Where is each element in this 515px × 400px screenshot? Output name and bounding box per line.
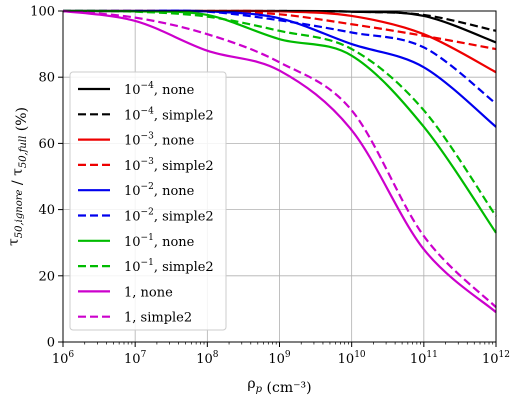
x-tick-label-base: 10 (338, 352, 355, 367)
legend-label-rest: , simple2 (132, 311, 192, 326)
x-axis-label: ρp (cm⁻³) (247, 376, 311, 396)
legend-entry-label: 10−4, none (124, 81, 195, 98)
legend-label-coef: 10 (124, 83, 141, 98)
x-tick-label: 1012 (482, 350, 510, 367)
legend-label-exponent: −1 (141, 258, 154, 268)
x-tick-label: 1011 (410, 350, 438, 367)
legend-label-exponent: −3 (141, 132, 155, 142)
legend-label-exponent: −4 (141, 81, 155, 91)
axis-label-subscript: p (256, 384, 263, 395)
x-tick-label-base: 10 (410, 352, 427, 367)
y-axis-label: τ50,ignore / τ50,full (%) (6, 107, 30, 246)
legend-entry-label: 1, simple2 (124, 311, 192, 326)
legend-entry-label: 10−2, none (124, 182, 195, 199)
y-tick-label: 100 (30, 5, 55, 20)
legend-entry-label: 10−1, none (124, 233, 195, 250)
x-tick-label-exponent: 10 (354, 350, 366, 360)
axis-label-text: ρ (247, 376, 255, 392)
axis-label-text: / τ (10, 168, 26, 190)
axis-label-subscript: 50,ignore (14, 189, 25, 238)
legend-label-coef: 10 (124, 210, 141, 225)
legend-label-exponent: −1 (141, 233, 154, 243)
y-tick-label: 60 (38, 137, 55, 152)
x-tick-label-exponent: 6 (68, 350, 74, 360)
x-tick-label: 107 (124, 350, 147, 367)
x-tick-label-exponent: 8 (213, 350, 219, 360)
legend-label-rest: , none (132, 285, 173, 300)
legend-entry-label: 10−3, none (124, 132, 195, 149)
legend-entry-label: 10−4, simple2 (124, 106, 214, 123)
legend-label-coef: 10 (124, 134, 141, 149)
x-tick-label-exponent: 11 (426, 350, 437, 360)
series-line-10 (62, 9, 497, 309)
axis-label-text: (cm⁻³) (262, 380, 312, 396)
legend-label-coef: 10 (124, 260, 141, 275)
axis-label-text: τ (6, 238, 22, 246)
axis-label-text: (%) (14, 107, 30, 136)
legend-label-rest: , none (154, 134, 195, 149)
legend-label-rest: , none (154, 83, 195, 98)
x-tick-label-base: 10 (482, 352, 499, 367)
legend-label-coef: 1 (124, 311, 132, 326)
legend-label-exponent: −2 (141, 208, 154, 218)
tick-marks (58, 10, 497, 347)
series-line-9 (62, 9, 497, 314)
series-line-8 (62, 9, 497, 217)
legend-label-rest: , none (154, 235, 195, 250)
x-tick-label-base: 10 (268, 352, 285, 367)
axis-label-subscript: 50,full (18, 136, 29, 168)
legend-label-rest: , simple2 (154, 210, 214, 225)
x-tick-label: 1010 (338, 350, 366, 367)
legend-label-coef: 1 (124, 285, 132, 300)
y-tick-label: 80 (38, 71, 55, 86)
legend-entry-label: 10−1, simple2 (124, 258, 214, 275)
x-tick-label: 108 (196, 350, 219, 367)
legend-label-coef: 10 (124, 184, 141, 199)
x-tick-label-exponent: 12 (499, 350, 510, 360)
legend-label-rest: , simple2 (154, 260, 214, 275)
x-tick-label-base: 10 (52, 352, 69, 367)
legend-label-exponent: −3 (141, 157, 155, 167)
y-tick-label: 40 (38, 203, 55, 218)
x-tick-label-exponent: 7 (141, 350, 147, 360)
legend-label-rest: , simple2 (154, 159, 214, 174)
legend-entry-label: 1, none (124, 285, 173, 300)
legend-label-rest: , none (154, 184, 195, 199)
x-tick-label-base: 10 (124, 352, 141, 367)
legend-label-coef: 10 (124, 108, 141, 123)
legend-label-coef: 10 (124, 159, 141, 174)
legend-label-coef: 10 (124, 235, 141, 250)
x-tick-label: 109 (268, 350, 291, 367)
legend-entry-label: 10−3, simple2 (124, 157, 214, 174)
legend-label-exponent: −4 (141, 106, 155, 116)
x-tick-label: 106 (52, 350, 75, 367)
x-tick-label-exponent: 9 (285, 350, 291, 360)
legend-label-rest: , simple2 (154, 108, 214, 123)
y-tick-label: 0 (47, 336, 55, 351)
legend-label-exponent: −2 (141, 182, 154, 192)
x-tick-label-base: 10 (196, 352, 213, 367)
legend-entry-label: 10−2, simple2 (124, 208, 214, 225)
y-tick-labels: 0 20 40 60 80 100 (30, 5, 55, 351)
y-tick-label: 20 (38, 269, 55, 284)
x-tick-labels: 106 107 108 109 1010 1011 1012 (52, 350, 510, 367)
